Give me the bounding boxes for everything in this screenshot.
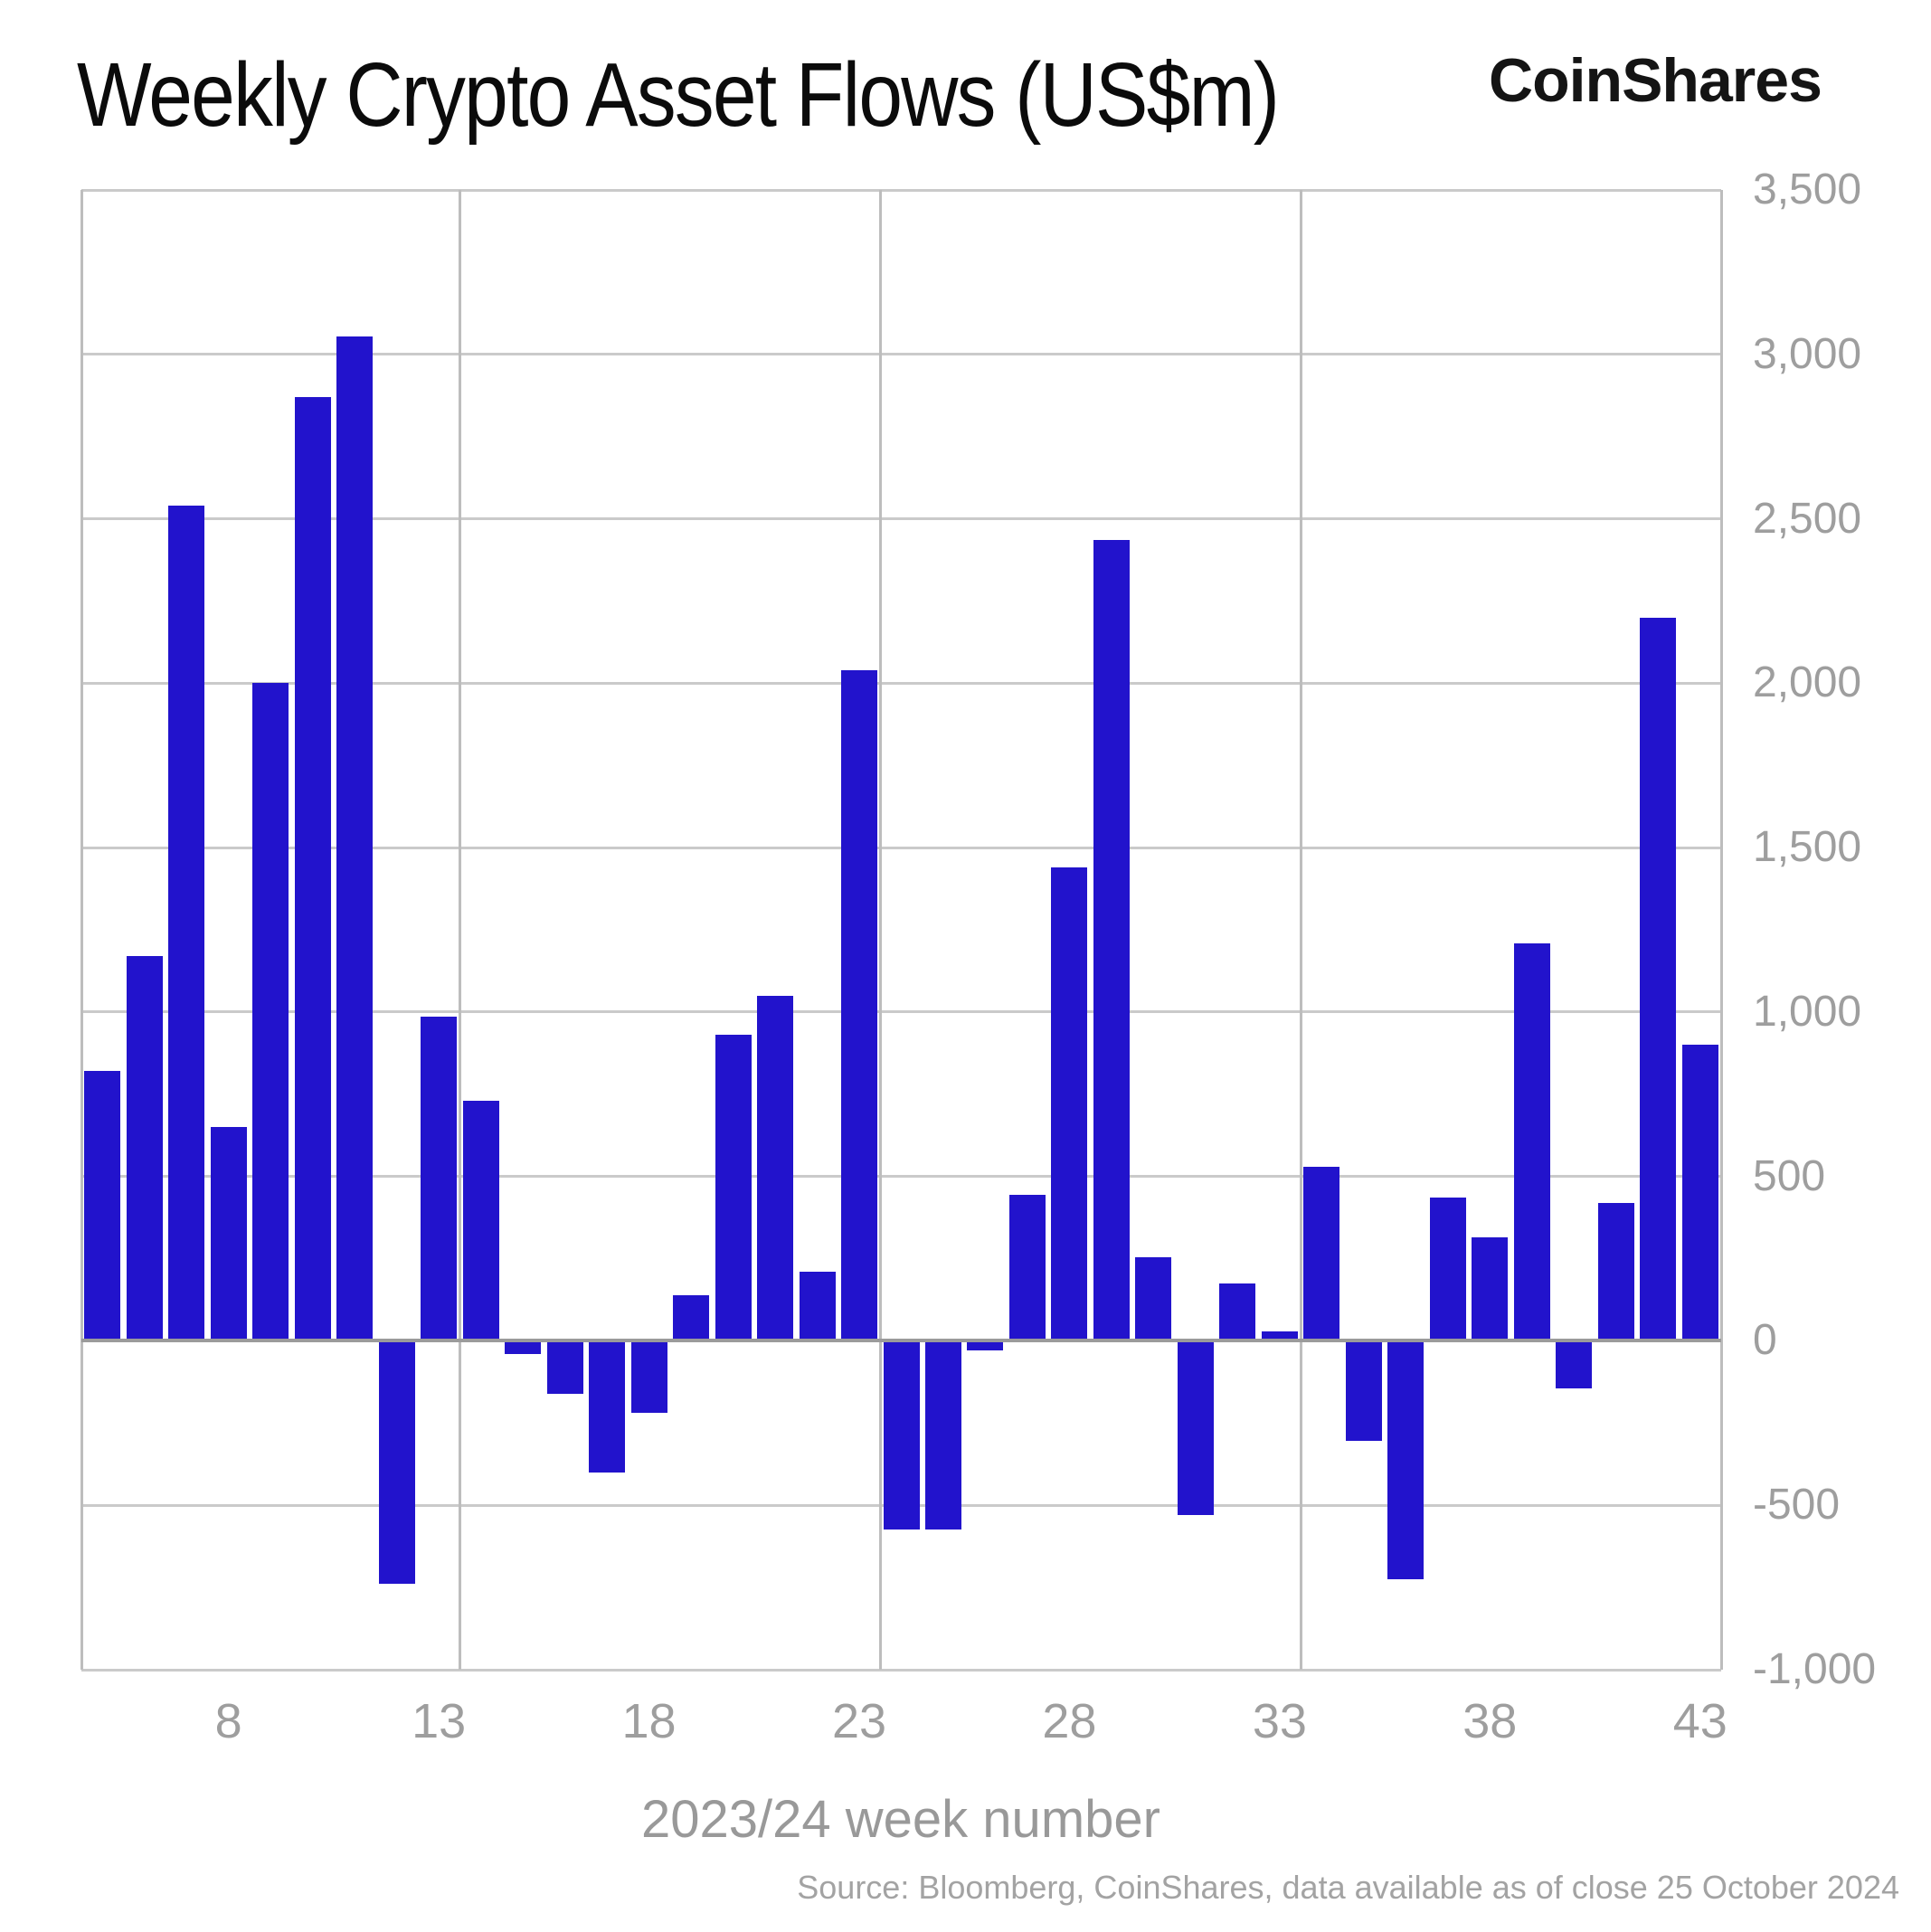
y-tick-label--1000: -1,000 — [1753, 1645, 1877, 1693]
bar-week-23 — [841, 669, 877, 1341]
gridline-y-1000 — [81, 1010, 1721, 1014]
y-tick-label--500: -500 — [1753, 1481, 1841, 1530]
bar-week-37 — [1429, 1198, 1466, 1341]
bar-week-25 — [924, 1340, 961, 1530]
bar-week-8 — [210, 1127, 247, 1341]
gridline-y-3500 — [81, 188, 1721, 192]
y-tick-label-2500: 2,500 — [1753, 494, 1862, 543]
bar-week-36 — [1387, 1340, 1425, 1579]
y-tick-label-0: 0 — [1753, 1316, 1777, 1365]
gridline-x-week-13.5 — [458, 190, 461, 1670]
bar-week-7 — [168, 506, 205, 1341]
bar-week-18 — [630, 1340, 667, 1414]
bar-week-11 — [336, 336, 374, 1341]
x-tick-label-33: 33 — [1252, 1694, 1307, 1748]
y-tick-label-2000: 2,000 — [1753, 658, 1862, 707]
bar-week-32 — [1219, 1283, 1256, 1341]
gridline-y-500 — [81, 1175, 1721, 1179]
bar-week-12 — [378, 1340, 415, 1585]
bar-week-22 — [799, 1272, 836, 1341]
gridline-y-2500 — [81, 517, 1721, 521]
gridline-x-week-23.5 — [878, 190, 882, 1670]
bar-week-6 — [126, 956, 163, 1341]
bar-week-14 — [462, 1101, 499, 1341]
x-tick-label-8: 8 — [214, 1694, 242, 1748]
y-tick-label-3000: 3,000 — [1753, 329, 1862, 378]
bar-week-21 — [757, 995, 794, 1341]
bar-week-19 — [673, 1294, 710, 1341]
gridline-y-3000 — [81, 353, 1721, 356]
bar-week-13 — [421, 1017, 458, 1341]
bar-week-28 — [1051, 867, 1088, 1341]
y-tick-label-3500: 3,500 — [1753, 166, 1862, 213]
page-title: Weekly Crypto Asset Flows (US$m) — [77, 44, 1280, 146]
bar-week-38 — [1472, 1236, 1509, 1341]
bar-week-26 — [967, 1340, 1004, 1351]
y-tick-label-500: 500 — [1753, 1151, 1826, 1200]
x-tick-label-38: 38 — [1462, 1694, 1518, 1748]
bar-week-29 — [1093, 540, 1130, 1341]
bar-week-5 — [84, 1071, 121, 1341]
x-tick-label-43: 43 — [1672, 1694, 1727, 1748]
gridline-x-week-33.5 — [1299, 190, 1302, 1670]
x-tick-label-18: 18 — [621, 1694, 677, 1748]
bar-week-20 — [715, 1035, 752, 1341]
gridline-y-1500 — [81, 846, 1721, 849]
bar-week-43 — [1681, 1044, 1718, 1341]
bar-week-15 — [505, 1340, 542, 1354]
zero-line — [81, 1339, 1721, 1343]
bar-week-41 — [1597, 1202, 1634, 1341]
bar-week-9 — [252, 683, 289, 1341]
x-tick-label-23: 23 — [831, 1694, 887, 1748]
gridline-x-week-4.5 — [80, 190, 83, 1670]
bar-week-33 — [1261, 1331, 1298, 1341]
y-tick-label-1000: 1,000 — [1753, 987, 1862, 1036]
bar-week-30 — [1135, 1256, 1172, 1341]
bar-week-31 — [1177, 1340, 1214, 1516]
bar-week-16 — [546, 1340, 583, 1394]
x-axis-title: 2023/24 week number — [641, 1790, 1160, 1849]
bar-week-17 — [589, 1340, 626, 1473]
coinshares-logo: CoinShares — [1489, 46, 1822, 115]
bar-week-40 — [1556, 1340, 1593, 1389]
source-note: Source: Bloomberg, CoinShares, data avai… — [797, 1869, 1899, 1906]
gridline-x-week-43.5 — [1719, 190, 1723, 1670]
bar-week-24 — [883, 1340, 920, 1530]
gridline-y-2000 — [81, 681, 1721, 685]
gridline-y--1000 — [81, 1668, 1721, 1672]
x-tick-label-13: 13 — [412, 1694, 467, 1748]
y-tick-label-1500: 1,500 — [1753, 823, 1862, 872]
x-tick-label-28: 28 — [1042, 1694, 1097, 1748]
bar-week-39 — [1513, 942, 1550, 1341]
bar-week-34 — [1303, 1166, 1340, 1341]
bar-week-42 — [1640, 617, 1677, 1341]
bar-week-35 — [1345, 1340, 1382, 1442]
bar-week-27 — [1008, 1194, 1046, 1341]
bar-week-10 — [294, 397, 331, 1341]
